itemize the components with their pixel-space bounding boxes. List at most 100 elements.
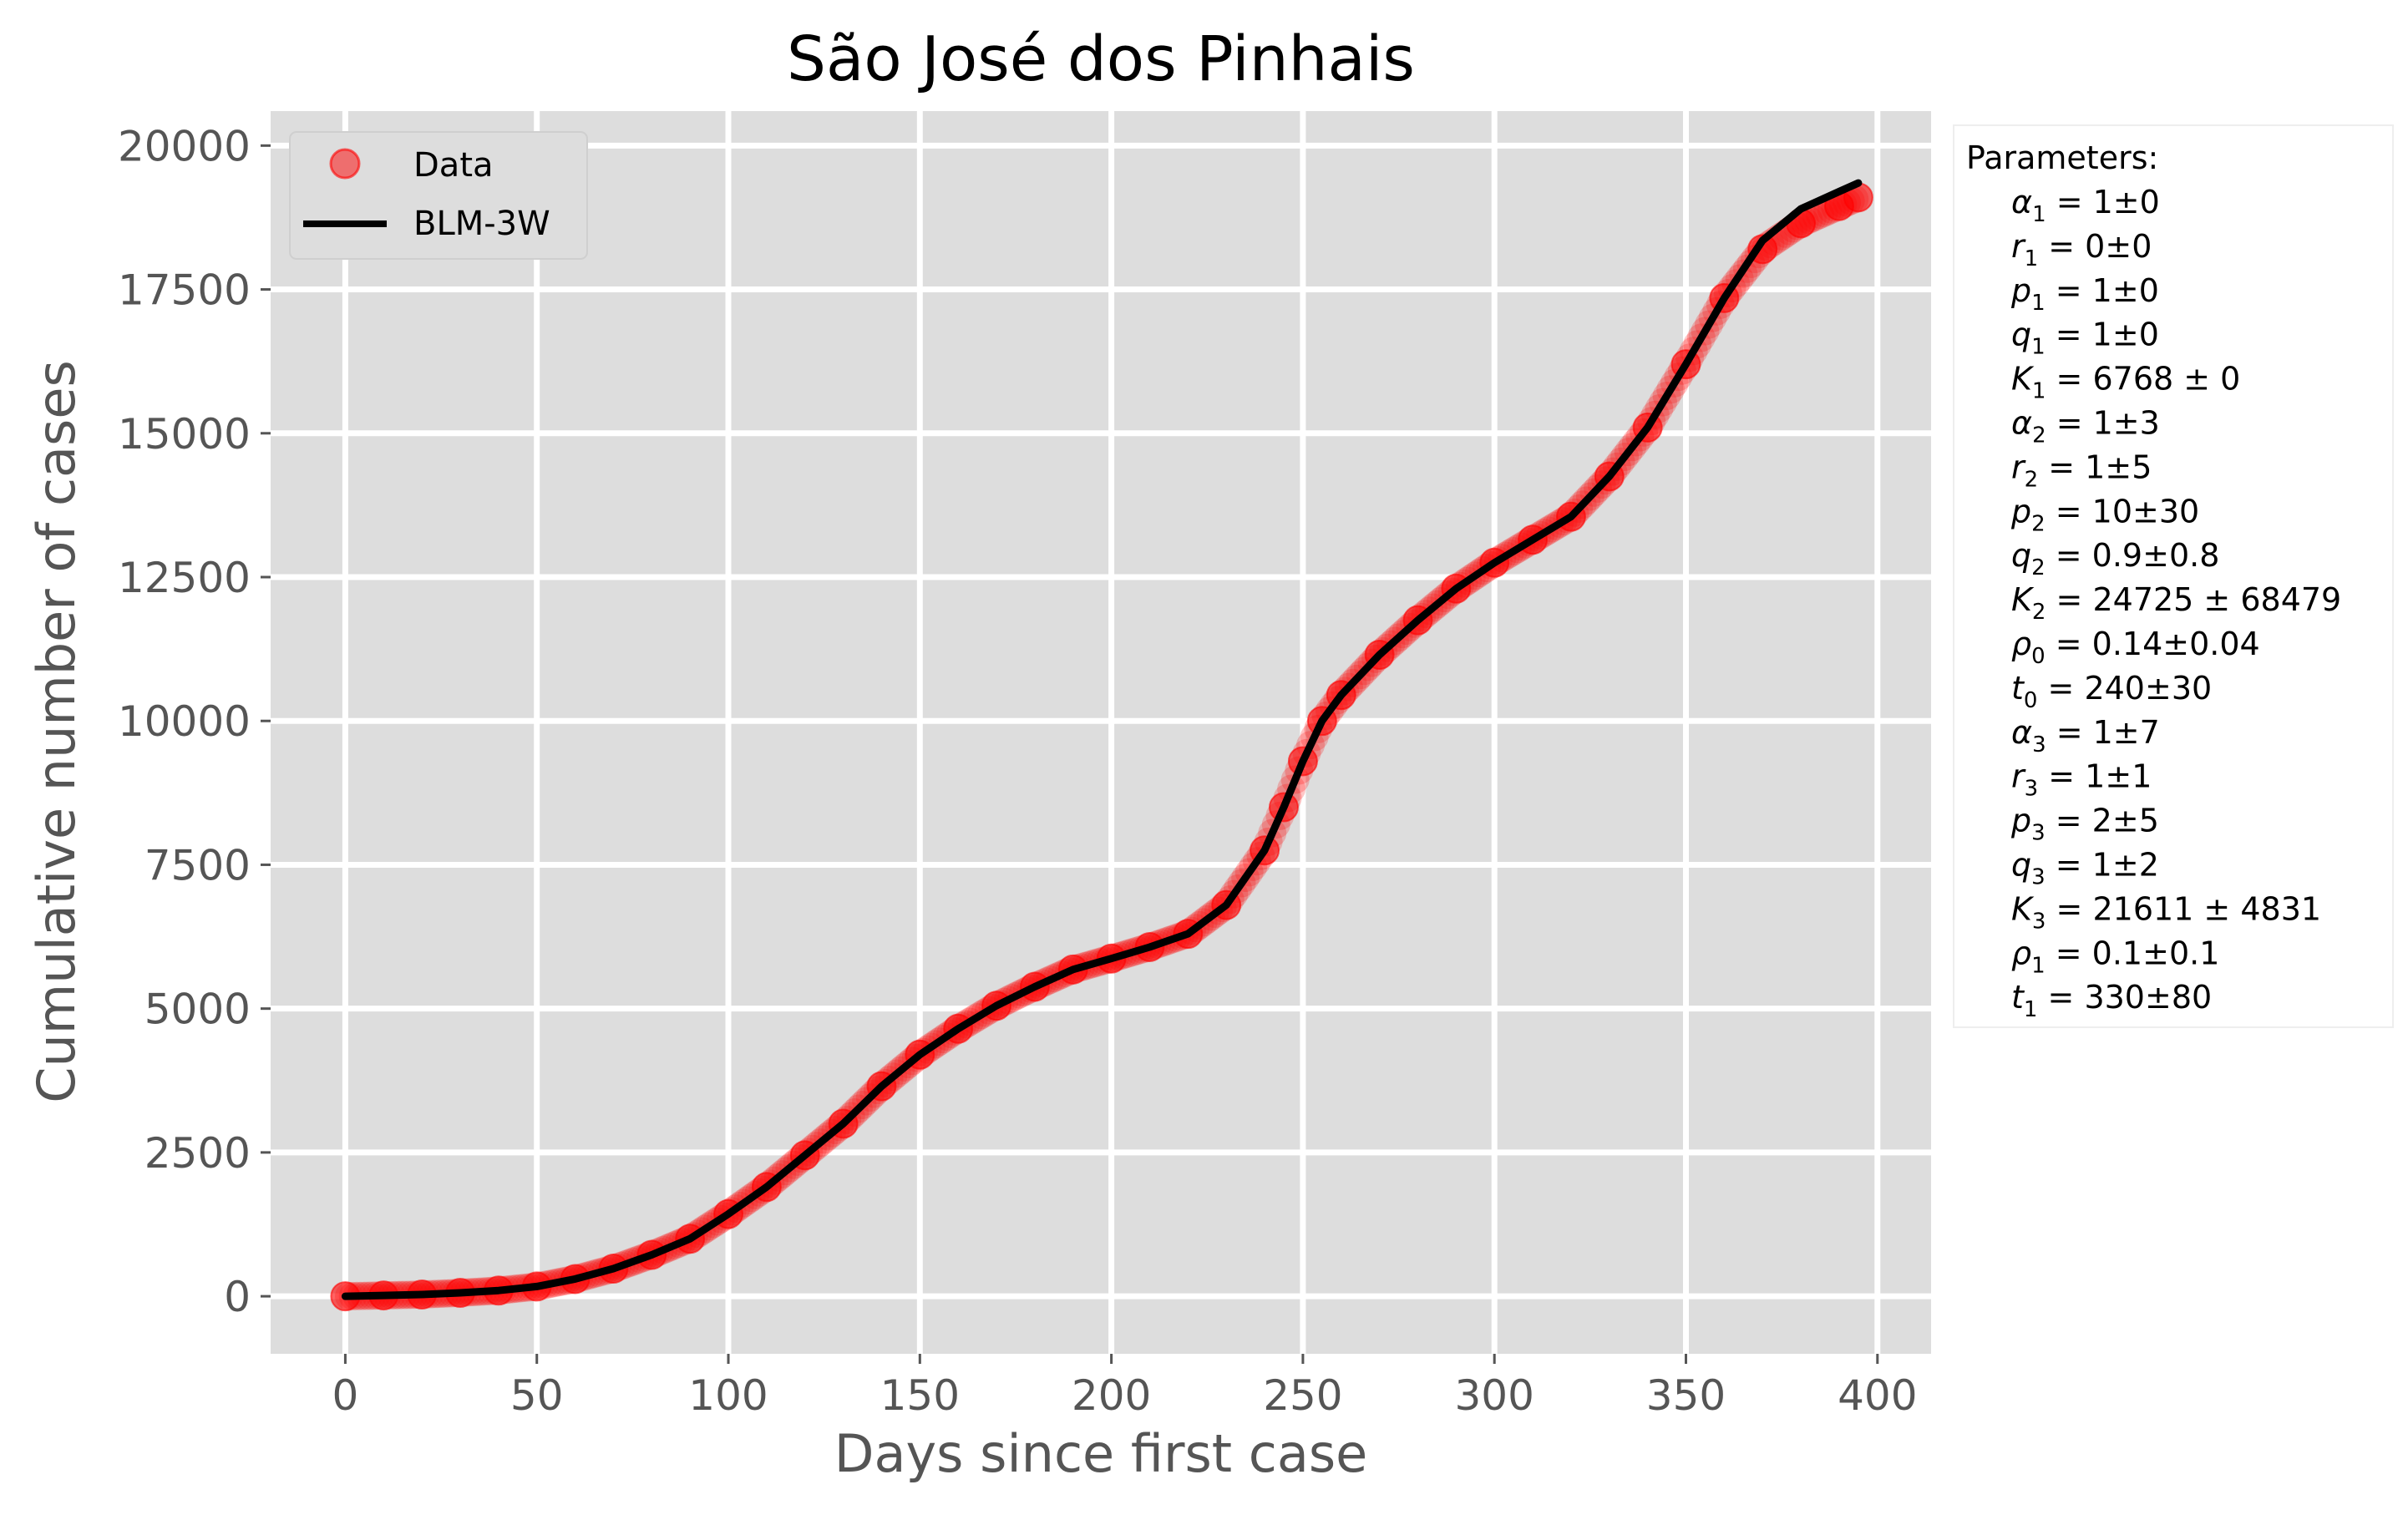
parameter-entry: ρ0 = 0.14±0.04	[2011, 626, 2260, 669]
parameters-box: Parameters: α1 = 1±0r1 = 0±0p1 = 1±0q1 =…	[1953, 124, 2394, 1028]
parameter-value: 1±2	[2092, 847, 2159, 884]
parameter-subscript: 1	[2032, 379, 2046, 404]
parameter-entry: r3 = 1±1	[2011, 758, 2152, 802]
legend: Data BLM-3W	[289, 131, 588, 260]
parameter-relation: =	[2046, 361, 2092, 398]
parameter-relation: =	[2037, 670, 2084, 707]
parameter-symbol: p	[2010, 493, 2031, 529]
parameter-entry: p2 = 10±30	[2010, 493, 2199, 536]
parameter-value: 2±5	[2092, 803, 2159, 839]
parameter-entry: t0 = 240±30	[2011, 670, 2212, 713]
parameter-value: 0.9±0.8	[2092, 537, 2220, 574]
parameter-subscript: 1	[2031, 953, 2046, 978]
parameter-relation: =	[2046, 626, 2092, 662]
parameter-subscript: 1	[2031, 335, 2046, 360]
y-axis-ticks: 0 2500 5000 7500 10000 12500 15000 17500 20000	[118, 122, 271, 1321]
parameter-relation: =	[2046, 581, 2092, 618]
parameter-subscript: 0	[2031, 644, 2046, 669]
y-tick-label: 12500	[118, 554, 251, 602]
y-tick-label: 17500	[118, 266, 251, 315]
parameter-symbol: K	[2011, 581, 2035, 618]
parameter-relation: =	[2038, 228, 2085, 265]
x-tick-label: 0	[332, 1371, 359, 1420]
parameter-value: 10±30	[2092, 493, 2200, 529]
parameter-value: 240±30	[2084, 670, 2212, 707]
parameter-relation: =	[2046, 317, 2092, 353]
parameter-symbol: α	[2011, 184, 2032, 220]
parameter-value: 1±0	[2092, 317, 2159, 353]
parameter-relation: =	[2038, 448, 2085, 485]
parameter-subscript: 1	[2025, 246, 2039, 271]
parameter-subscript: 2	[2032, 600, 2046, 625]
parameter-subscript: 2	[2025, 467, 2039, 492]
y-tick-label: 2500	[144, 1129, 251, 1178]
parameter-subscript: 3	[2031, 821, 2046, 846]
parameter-entry: t1 = 330±80	[2011, 979, 2212, 1022]
legend-marker-data	[329, 148, 361, 180]
parameters-frame	[1953, 124, 2394, 1028]
parameter-symbol: p	[2010, 803, 2031, 839]
parameter-entry: α1 = 1±0	[2011, 184, 2160, 227]
parameter-symbol: ρ	[2011, 626, 2031, 662]
parameter-entry: K2 = 24725 ± 68479	[2011, 581, 2341, 625]
parameter-value: 1±0	[2092, 272, 2159, 309]
parameter-symbol: p	[2010, 272, 2031, 309]
parameter-symbol: r	[2011, 448, 2026, 485]
parameter-value: 24725 ± 68479	[2092, 581, 2341, 618]
x-tick-label: 350	[1646, 1371, 1726, 1420]
parameter-symbol: K	[2011, 890, 2035, 927]
parameter-relation: =	[2046, 537, 2092, 574]
parameter-value: 1±5	[2085, 448, 2152, 485]
parameter-entry: K3 = 21611 ± 4831	[2011, 890, 2321, 934]
parameter-subscript: 2	[2032, 423, 2046, 448]
legend-label-data: Data	[413, 146, 494, 185]
x-axis-label: Days since first case	[834, 1423, 1368, 1484]
parameter-value: 1±3	[2093, 405, 2160, 442]
x-tick-label: 250	[1263, 1371, 1342, 1420]
y-axis-label: Cumulative number of cases	[26, 360, 87, 1103]
x-tick-label: 150	[880, 1371, 960, 1420]
fit-series	[341, 179, 1863, 1300]
parameter-relation: =	[2046, 803, 2092, 839]
y-tick-label: 0	[224, 1273, 251, 1321]
parameter-entry: r1 = 0±0	[2011, 228, 2152, 271]
parameter-subscript: 0	[2024, 688, 2038, 713]
parameter-entry: ρ1 = 0.1±0.1	[2011, 935, 2219, 978]
x-tick-label: 50	[510, 1371, 564, 1420]
x-tick-label: 400	[1838, 1371, 1917, 1420]
parameter-symbol: t	[2011, 979, 2025, 1016]
parameter-relation: =	[2046, 272, 2092, 309]
parameter-entry: p3 = 2±5	[2010, 803, 2159, 846]
parameter-symbol: r	[2011, 758, 2026, 795]
parameter-subscript: 2	[2031, 511, 2046, 536]
parameter-symbol: α	[2011, 405, 2032, 442]
parameter-value: 330±80	[2084, 979, 2212, 1016]
chart-title: São José dos Pinhais	[787, 23, 1415, 95]
parameter-entry: r2 = 1±5	[2011, 448, 2152, 492]
parameter-value: 0.1±0.1	[2092, 935, 2220, 971]
parameter-symbol: ρ	[2011, 935, 2031, 971]
y-tick-label: 7500	[144, 841, 251, 889]
x-tick-label: 200	[1072, 1371, 1151, 1420]
parameter-entry: q2 = 0.9±0.8	[2011, 537, 2219, 580]
parameter-subscript: 3	[2025, 777, 2039, 802]
parameter-entry: q1 = 1±0	[2011, 317, 2159, 360]
parameter-subscript: 3	[2031, 865, 2046, 890]
parameter-subscript: 2	[2031, 555, 2046, 580]
parameters-list: α1 = 1±0r1 = 0±0p1 = 1±0q1 = 1±0K1 = 676…	[2010, 184, 2341, 1022]
grid	[271, 111, 1931, 1354]
parameter-value: 1±1	[2085, 758, 2152, 795]
y-tick-label: 20000	[118, 122, 251, 170]
y-tick-label: 5000	[144, 986, 251, 1034]
parameter-relation: =	[2046, 935, 2092, 971]
parameter-value: 1±7	[2093, 714, 2160, 751]
parameter-symbol: q	[2011, 537, 2031, 574]
legend-label-fit: BLM-3W	[413, 205, 550, 243]
parameter-symbol: t	[2011, 670, 2025, 707]
parameter-relation: =	[2046, 714, 2093, 751]
parameter-entry: q3 = 1±2	[2011, 847, 2159, 890]
parameter-relation: =	[2046, 493, 2092, 529]
parameter-relation: =	[2046, 890, 2092, 927]
parameter-subscript: 1	[2024, 997, 2038, 1022]
